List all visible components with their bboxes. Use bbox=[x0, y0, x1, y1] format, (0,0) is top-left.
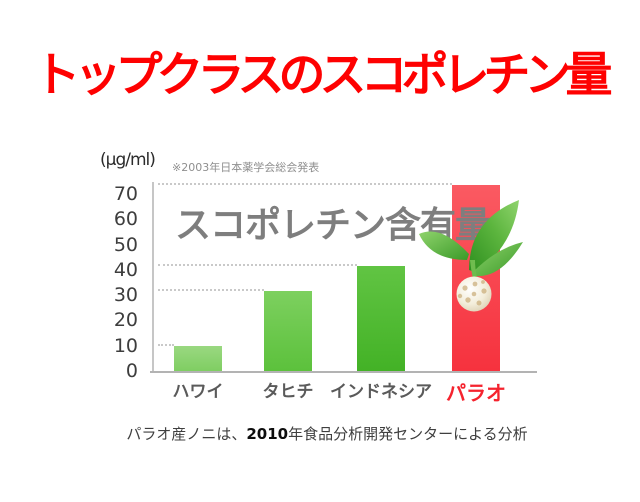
source-note: ※2003年日本薬学会総会発表 bbox=[172, 161, 320, 174]
leaf-main bbox=[469, 200, 519, 272]
y-tick-30: 30 bbox=[113, 284, 138, 307]
caption: パラオ産ノニは、2010年食品分析開発センターによる分析 bbox=[0, 423, 640, 444]
y-tick-50: 50 bbox=[113, 233, 138, 256]
y-axis-line bbox=[152, 182, 154, 372]
leaf-small bbox=[473, 242, 523, 277]
y-axis-unit-label: (μg/ml) bbox=[100, 150, 156, 170]
y-tick-70: 70 bbox=[113, 182, 138, 205]
stem bbox=[470, 260, 477, 279]
x-axis-line bbox=[150, 371, 537, 373]
y-tick-10: 10 bbox=[113, 334, 138, 357]
y-tick-0: 0 bbox=[125, 360, 138, 382]
x-label-1: ハワイ bbox=[172, 382, 224, 402]
caption-suffix: 年食品分析開発センターによる分析 bbox=[288, 425, 528, 443]
x-axis-labels: ハワイ タヒチ インドネシア パラオ bbox=[153, 377, 536, 405]
leaf-left bbox=[419, 231, 469, 260]
chart-bar-3 bbox=[357, 266, 405, 371]
y-tick-60: 60 bbox=[113, 208, 138, 231]
x-label-4: パラオ bbox=[446, 381, 506, 405]
chart-bar-2 bbox=[264, 291, 312, 371]
y-axis-ticks: 0 10 20 30 40 50 60 70 bbox=[92, 182, 146, 381]
gridline-3 bbox=[158, 264, 357, 266]
gridline-1 bbox=[158, 344, 174, 346]
y-tick-20: 20 bbox=[113, 309, 138, 332]
x-label-3: インドネシア bbox=[330, 382, 432, 402]
caption-prefix: パラオ産ノニは、 bbox=[126, 425, 247, 443]
noni-fruit-spots bbox=[457, 280, 487, 306]
noni-fruit-icon bbox=[419, 200, 523, 312]
y-tick-40: 40 bbox=[113, 258, 138, 281]
gridline-4 bbox=[158, 183, 452, 185]
caption-year: 2010 bbox=[246, 425, 289, 443]
chart-bar-1 bbox=[174, 346, 222, 371]
slide-title: トップクラスのスコポレチン量 bbox=[33, 48, 612, 103]
x-label-2: タヒチ bbox=[262, 382, 314, 402]
gridline-2 bbox=[158, 289, 264, 291]
